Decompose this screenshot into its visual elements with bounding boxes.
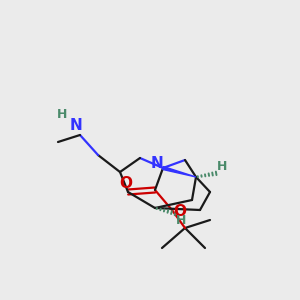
- Text: H: H: [176, 214, 186, 226]
- Text: H: H: [217, 160, 227, 173]
- Text: N: N: [70, 118, 83, 133]
- Text: N: N: [151, 157, 164, 172]
- Polygon shape: [163, 167, 196, 177]
- Text: H: H: [57, 109, 67, 122]
- Text: O: O: [119, 176, 133, 191]
- Text: O: O: [173, 205, 187, 220]
